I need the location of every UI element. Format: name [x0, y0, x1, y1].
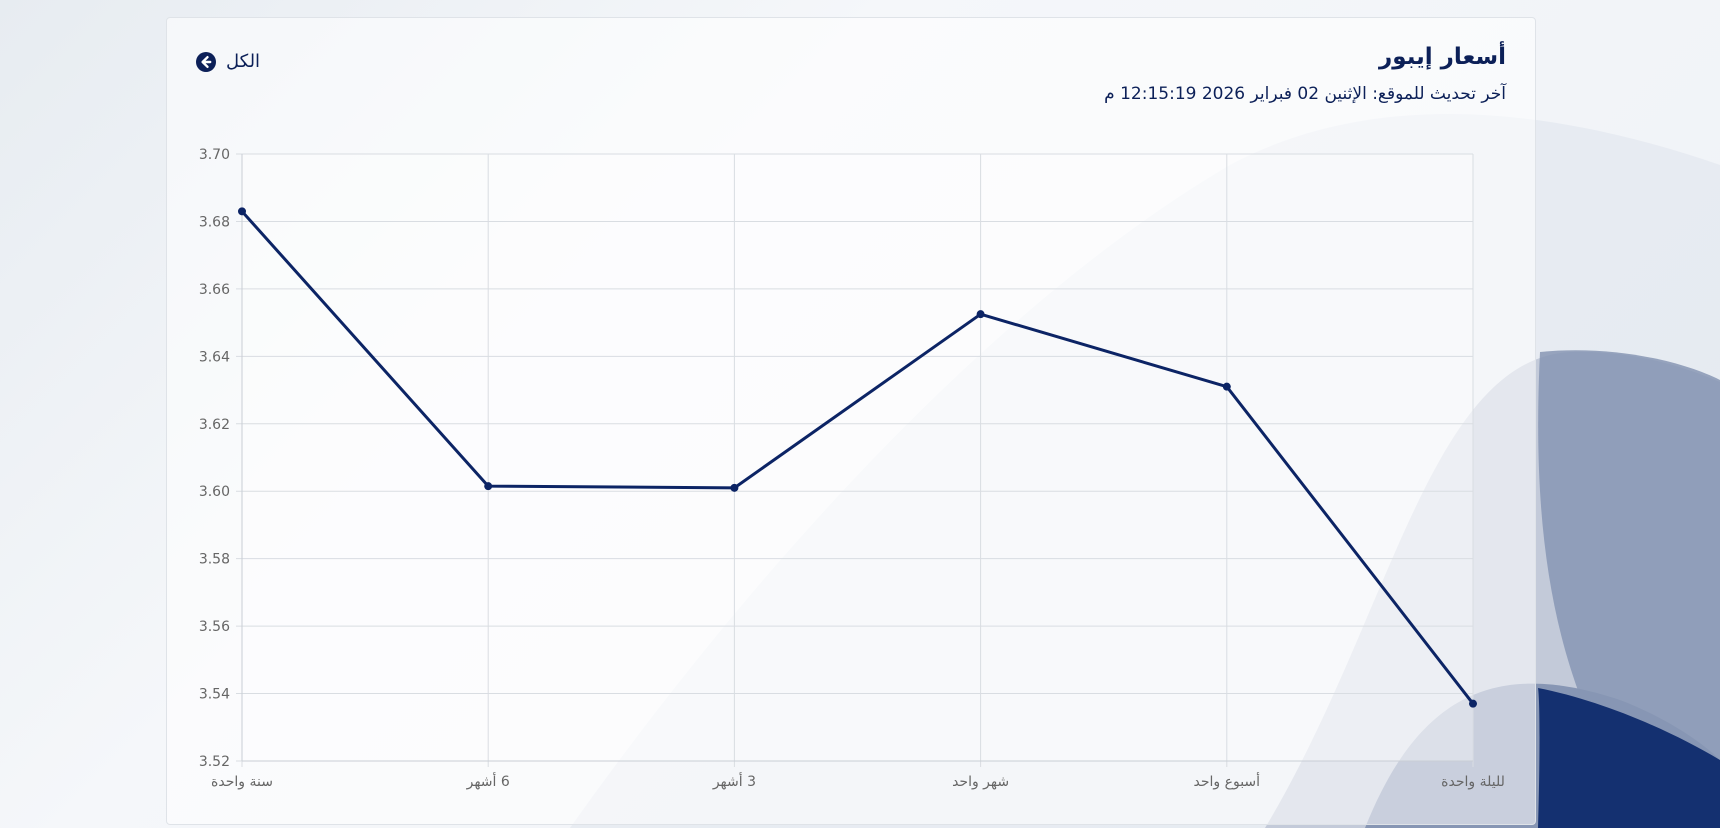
y-tick-label: 3.62	[199, 417, 230, 433]
y-tick-label: 3.52	[199, 754, 230, 770]
rates-card: أسعار إيبور آخر تحديث للموقع: الإثنين 02…	[166, 17, 1536, 825]
data-point	[730, 483, 739, 492]
x-tick-label: 3 أشهر	[712, 772, 756, 790]
data-point	[484, 482, 493, 491]
page-title: أسعار إيبور	[1379, 44, 1506, 70]
series-line	[240, 209, 1475, 706]
chart-tick-labels: 3.52 3.54 3.56 3.58 3.60 3.62 3.64 3.66 3.68 3.70…	[199, 147, 1505, 790]
chart-axes	[241, 154, 1473, 762]
wave-dark	[1538, 688, 1720, 828]
line-chart: 3.52 3.54 3.56 3.58 3.60 3.62 3.64 3.66 3.68 3.70…	[199, 147, 1505, 790]
wave-mid-2	[1538, 350, 1720, 828]
circle-arrow-left-icon	[196, 51, 216, 72]
y-tick-label: 3.68	[199, 214, 230, 230]
y-tick-label: 3.70	[199, 147, 230, 163]
data-point	[1469, 699, 1477, 708]
y-tick-label: 3.54	[199, 687, 230, 703]
y-tick-label: 3.64	[199, 349, 230, 365]
data-point	[238, 207, 246, 216]
all-link[interactable]: الكل	[196, 51, 260, 72]
chart-grid	[236, 153, 1474, 767]
last-updated-text: آخر تحديث للموقع: الإثنين 02 فبراير 2026…	[1104, 84, 1506, 104]
all-link-label: الكل	[226, 51, 261, 72]
x-tick-label: أسبوع واحد	[1194, 772, 1261, 790]
x-tick-label: سنة واحدة	[211, 774, 273, 790]
x-tick-label: لليلة واحدة	[1441, 774, 1505, 790]
x-tick-label: شهر واحد	[952, 774, 1009, 790]
data-point	[976, 310, 985, 319]
y-tick-label: 3.60	[199, 484, 230, 500]
y-tick-label: 3.58	[199, 552, 230, 568]
x-tick-label: 6 أشهر	[466, 772, 510, 790]
y-tick-label: 3.66	[199, 282, 230, 298]
y-tick-label: 3.56	[199, 619, 230, 635]
data-point	[1222, 382, 1231, 391]
chart-series	[238, 207, 1477, 708]
plot-area	[242, 154, 1473, 761]
